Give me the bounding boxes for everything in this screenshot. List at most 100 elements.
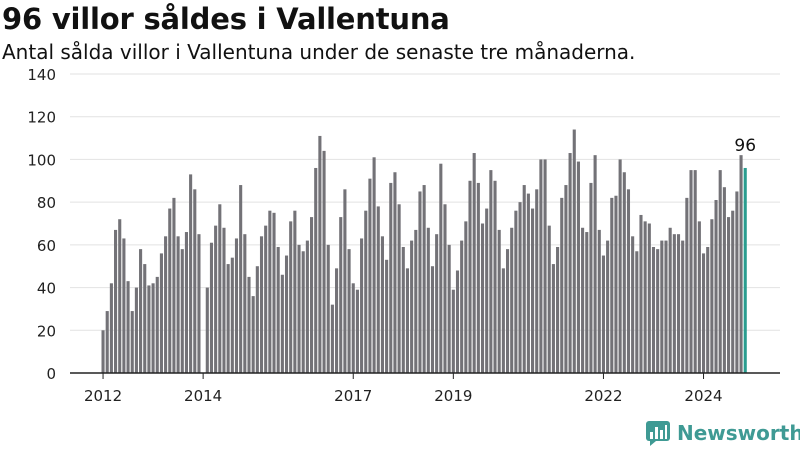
bar: [189, 174, 193, 373]
bar: [272, 212, 276, 373]
bar: [576, 161, 580, 373]
bar: [643, 221, 647, 373]
y-tick-label: 120: [27, 109, 56, 127]
y-tick-label: 20: [37, 322, 56, 340]
bar: [455, 270, 460, 373]
bar: [660, 240, 664, 373]
bar: [722, 187, 726, 373]
x-tick-label: 2019: [434, 387, 472, 405]
bar: [255, 266, 259, 373]
bar: [739, 155, 743, 373]
bar: [480, 223, 485, 373]
bar: [718, 170, 722, 373]
bar: [380, 236, 384, 373]
bar: [656, 249, 660, 373]
bar: [701, 253, 706, 373]
bar: [405, 268, 410, 373]
bar: [347, 249, 351, 373]
bar: [556, 246, 560, 373]
bar: [385, 259, 389, 373]
bar: [460, 240, 464, 373]
bar: [184, 232, 188, 373]
bar: [497, 229, 501, 373]
y-tick-label: 100: [27, 151, 56, 169]
bar: [422, 185, 426, 373]
bar: [301, 251, 305, 373]
bar: [451, 289, 455, 373]
bar: [155, 276, 159, 373]
bar: [197, 234, 201, 373]
bar: [501, 268, 505, 373]
y-tick-label: 140: [27, 66, 56, 84]
bar: [735, 191, 739, 373]
bar: [697, 221, 701, 373]
bar: [485, 208, 489, 373]
bar: [681, 240, 685, 373]
bar: [639, 214, 643, 373]
bar: [339, 217, 343, 373]
bar: [376, 206, 380, 373]
chart-subtitle: Antal sålda villor i Vallentuna under de…: [2, 40, 636, 64]
chart-title: 96 villor såldes i Vallentuna: [2, 2, 450, 36]
bar: [505, 249, 510, 373]
bar: [330, 304, 334, 373]
bar: [176, 236, 180, 373]
y-tick-label: 80: [37, 194, 56, 212]
bar: [126, 281, 130, 373]
bar: [435, 234, 439, 373]
bar: [172, 197, 176, 373]
bar: [531, 208, 535, 373]
bar: [222, 227, 226, 373]
bar: [514, 210, 518, 373]
bar: [105, 311, 109, 373]
bar: [472, 153, 476, 373]
bar: [614, 195, 618, 373]
bar: [368, 178, 372, 373]
bar: [122, 238, 126, 373]
bar: [439, 163, 443, 373]
bar: [393, 172, 397, 373]
newsworthy-logo-icon: [646, 421, 670, 446]
bar: [551, 264, 555, 373]
bar: [322, 150, 326, 373]
bar: [727, 217, 731, 373]
bar: [564, 185, 568, 373]
bar-highlight: [743, 167, 747, 373]
bar: [543, 159, 547, 373]
bar: [493, 180, 497, 373]
bar: [297, 244, 301, 373]
bar: [635, 251, 639, 373]
highlight-value-label: 96: [734, 136, 756, 156]
bar: [622, 172, 626, 373]
bar: [314, 167, 318, 373]
bar: [284, 255, 289, 373]
brand-logo: Newsworthy: [645, 420, 800, 446]
bar: [326, 244, 330, 373]
bar: [426, 227, 430, 373]
bar: [547, 225, 551, 373]
bar: [510, 227, 514, 373]
bar: [689, 170, 693, 373]
bar: [139, 249, 143, 373]
bar: [318, 135, 322, 373]
bar: [193, 189, 197, 373]
bar: [430, 266, 435, 373]
bar: [251, 296, 255, 373]
bar: [401, 246, 405, 373]
bar: [280, 274, 284, 373]
bar: [489, 170, 493, 373]
bar: [355, 289, 359, 373]
bar: [268, 210, 272, 373]
bar: [410, 240, 414, 373]
bar: [360, 238, 364, 373]
bar: [585, 232, 589, 373]
bar: [581, 227, 585, 373]
bar: [693, 170, 697, 373]
bar: [518, 202, 522, 373]
bar: [672, 234, 676, 373]
x-tick-label: 2022: [584, 387, 622, 405]
bar: [372, 157, 376, 373]
bar: [560, 197, 564, 373]
bar: [364, 210, 368, 373]
brand-name: Newsworthy: [677, 421, 800, 445]
